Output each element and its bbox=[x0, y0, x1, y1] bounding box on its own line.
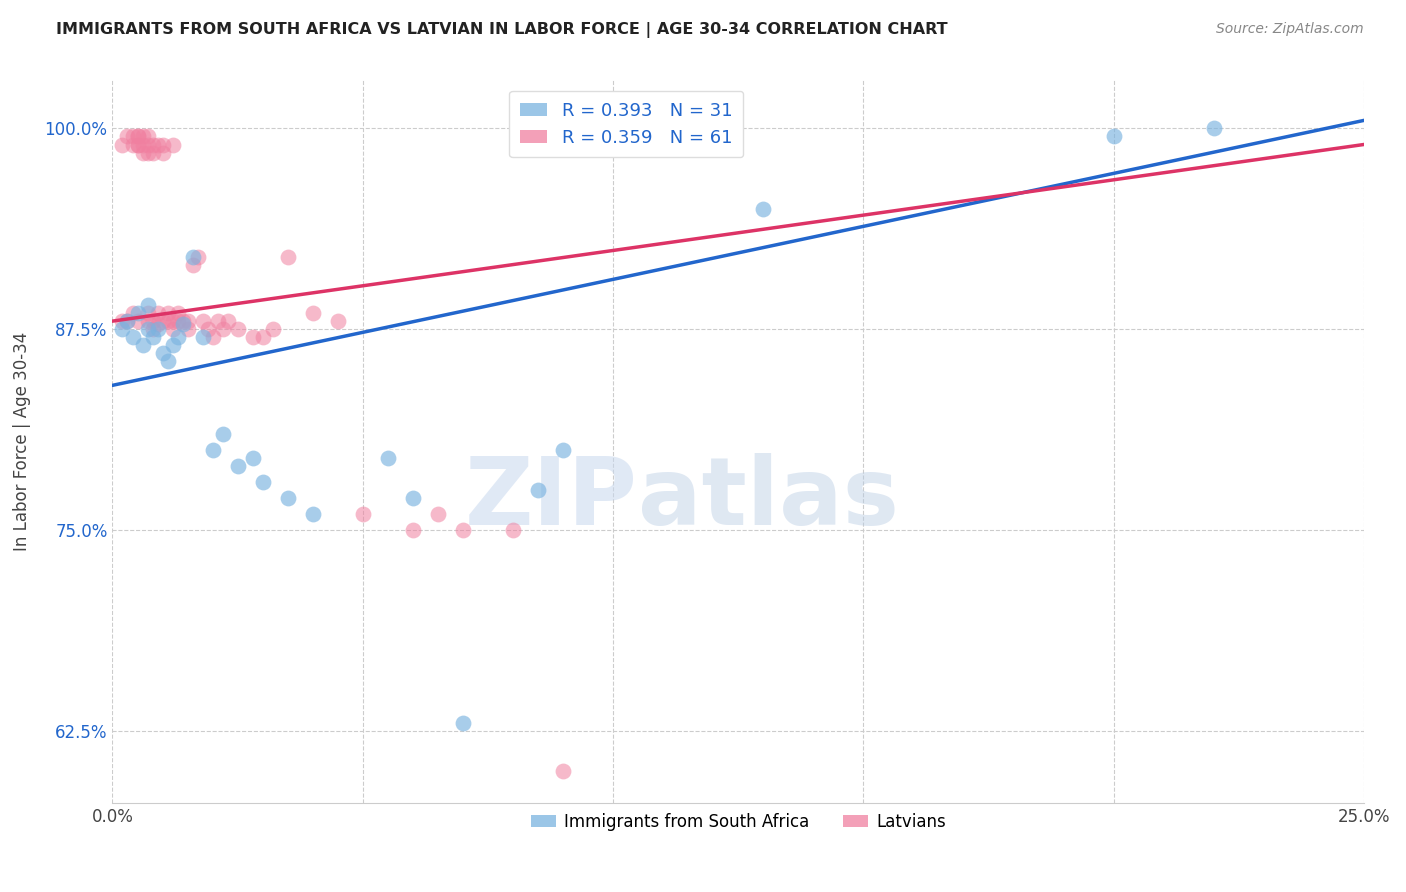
Point bbox=[162, 322, 184, 336]
Point bbox=[402, 523, 425, 537]
Point bbox=[136, 306, 159, 320]
Point bbox=[217, 314, 239, 328]
Point bbox=[201, 442, 224, 457]
Point bbox=[166, 330, 188, 344]
Point bbox=[252, 475, 274, 489]
Point bbox=[502, 523, 524, 537]
Text: atlas: atlas bbox=[638, 453, 898, 545]
Point bbox=[551, 764, 574, 778]
Point bbox=[117, 314, 139, 328]
Point bbox=[162, 338, 184, 352]
Point bbox=[127, 137, 149, 152]
Point bbox=[451, 715, 474, 730]
Point bbox=[752, 202, 775, 216]
Point bbox=[162, 137, 184, 152]
Point bbox=[141, 322, 163, 336]
Point bbox=[156, 314, 179, 328]
Point bbox=[191, 314, 214, 328]
Point bbox=[127, 306, 149, 320]
Point bbox=[181, 258, 204, 272]
Point bbox=[172, 318, 194, 332]
Point bbox=[127, 129, 149, 144]
Point bbox=[152, 145, 174, 160]
Point bbox=[141, 145, 163, 160]
Point bbox=[226, 458, 249, 473]
Point bbox=[207, 314, 229, 328]
Point bbox=[141, 137, 163, 152]
Point bbox=[152, 346, 174, 360]
Point bbox=[141, 330, 163, 344]
Point bbox=[111, 322, 134, 336]
Point bbox=[201, 330, 224, 344]
Point bbox=[111, 137, 134, 152]
Text: IMMIGRANTS FROM SOUTH AFRICA VS LATVIAN IN LABOR FORCE | AGE 30-34 CORRELATION C: IMMIGRANTS FROM SOUTH AFRICA VS LATVIAN … bbox=[56, 22, 948, 38]
Point bbox=[117, 314, 139, 328]
Point bbox=[121, 137, 143, 152]
Point bbox=[191, 330, 214, 344]
Point bbox=[141, 314, 163, 328]
Point bbox=[252, 330, 274, 344]
Point bbox=[426, 507, 449, 521]
Point bbox=[181, 250, 204, 264]
Point bbox=[301, 507, 323, 521]
Point bbox=[136, 129, 159, 144]
Point bbox=[176, 322, 198, 336]
Point bbox=[136, 314, 159, 328]
Point bbox=[127, 314, 149, 328]
Point bbox=[127, 137, 149, 152]
Point bbox=[451, 523, 474, 537]
Point bbox=[176, 314, 198, 328]
Point bbox=[527, 483, 550, 497]
Point bbox=[1102, 129, 1125, 144]
Point bbox=[162, 314, 184, 328]
Text: ZIP: ZIP bbox=[465, 453, 638, 545]
Point bbox=[352, 507, 374, 521]
Point bbox=[131, 129, 153, 144]
Point bbox=[127, 129, 149, 144]
Point bbox=[211, 426, 233, 441]
Point bbox=[1202, 121, 1225, 136]
Point bbox=[197, 322, 219, 336]
Point bbox=[117, 129, 139, 144]
Point bbox=[277, 250, 299, 264]
Point bbox=[166, 314, 188, 328]
Point bbox=[301, 306, 323, 320]
Point bbox=[152, 137, 174, 152]
Point bbox=[121, 306, 143, 320]
Point bbox=[121, 330, 143, 344]
Point bbox=[551, 442, 574, 457]
Legend: Immigrants from South Africa, Latvians: Immigrants from South Africa, Latvians bbox=[524, 806, 952, 838]
Point bbox=[121, 129, 143, 144]
Point bbox=[131, 338, 153, 352]
Point bbox=[242, 330, 264, 344]
Point bbox=[111, 314, 134, 328]
Point bbox=[146, 318, 169, 332]
Point bbox=[166, 306, 188, 320]
Point bbox=[242, 450, 264, 465]
Point bbox=[146, 306, 169, 320]
Point bbox=[262, 322, 284, 336]
Point bbox=[152, 314, 174, 328]
Point bbox=[136, 145, 159, 160]
Point bbox=[136, 322, 159, 336]
Point bbox=[156, 354, 179, 368]
Point bbox=[146, 322, 169, 336]
Point bbox=[187, 250, 209, 264]
Point bbox=[172, 314, 194, 328]
Point bbox=[146, 137, 169, 152]
Point bbox=[277, 491, 299, 505]
Point bbox=[326, 314, 349, 328]
Point bbox=[136, 298, 159, 312]
Point bbox=[377, 450, 399, 465]
Point bbox=[402, 491, 425, 505]
Point bbox=[131, 145, 153, 160]
Text: Source: ZipAtlas.com: Source: ZipAtlas.com bbox=[1216, 22, 1364, 37]
Point bbox=[211, 322, 233, 336]
Point bbox=[156, 306, 179, 320]
Point bbox=[136, 137, 159, 152]
Point bbox=[131, 137, 153, 152]
Y-axis label: In Labor Force | Age 30-34: In Labor Force | Age 30-34 bbox=[13, 332, 31, 551]
Point bbox=[226, 322, 249, 336]
